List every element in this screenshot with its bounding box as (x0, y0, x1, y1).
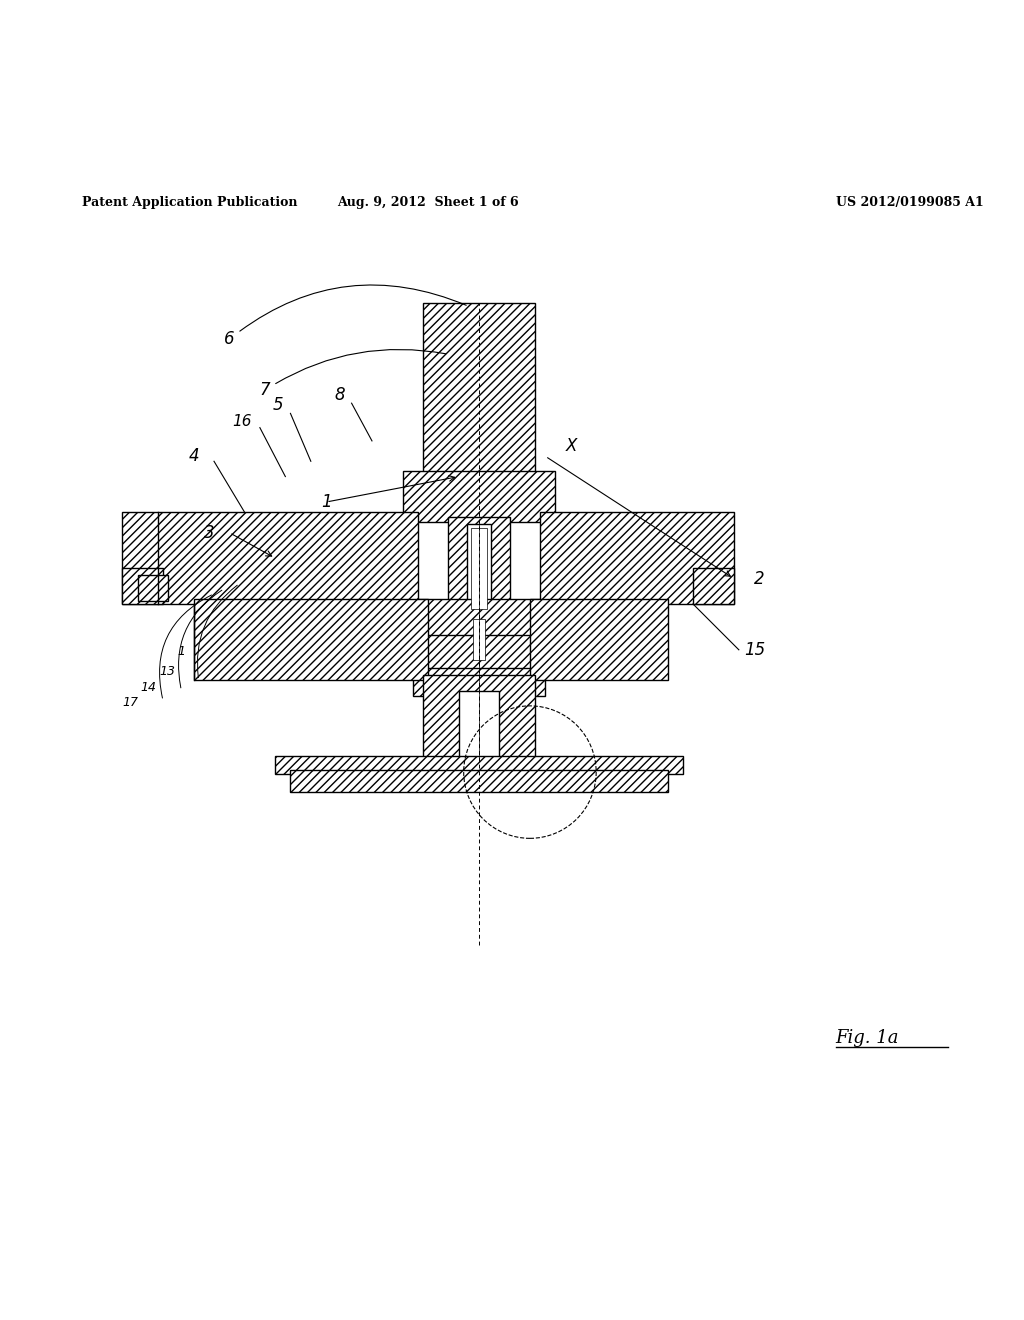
Text: 2: 2 (754, 569, 765, 587)
Text: US 2012/0199085 A1: US 2012/0199085 A1 (836, 197, 983, 210)
Text: 4: 4 (188, 447, 199, 465)
Text: 17: 17 (122, 696, 138, 709)
Text: 3: 3 (204, 524, 214, 541)
Text: 7: 7 (260, 350, 445, 399)
Text: Fig. 1a: Fig. 1a (836, 1030, 899, 1047)
Bar (291, 770, 668, 792)
Bar (540, 512, 734, 605)
Bar (473, 619, 485, 660)
Bar (423, 676, 535, 762)
Text: 13: 13 (159, 665, 175, 678)
Bar (413, 668, 545, 696)
Bar (693, 569, 734, 605)
Text: Aug. 9, 2012  Sheet 1 of 6: Aug. 9, 2012 Sheet 1 of 6 (337, 197, 519, 210)
Bar (418, 599, 540, 640)
Text: 8: 8 (334, 387, 345, 404)
Bar (122, 569, 163, 605)
Text: 1: 1 (321, 494, 332, 511)
Bar (530, 599, 668, 680)
Bar (449, 517, 510, 605)
Bar (275, 756, 683, 774)
Bar (459, 690, 500, 756)
Bar (471, 528, 487, 609)
Text: 14: 14 (140, 681, 157, 693)
Text: 6: 6 (224, 285, 466, 348)
Bar (122, 512, 418, 605)
Bar (402, 471, 555, 523)
Text: Patent Application Publication: Patent Application Publication (82, 197, 297, 210)
Text: X: X (565, 437, 577, 455)
Text: 5: 5 (273, 396, 284, 414)
Text: 15: 15 (744, 642, 765, 659)
Bar (406, 635, 552, 673)
Bar (137, 576, 168, 601)
Bar (467, 524, 492, 601)
Bar (423, 304, 535, 477)
Bar (194, 599, 428, 680)
Text: 16: 16 (232, 413, 252, 429)
Text: 1: 1 (177, 645, 185, 657)
